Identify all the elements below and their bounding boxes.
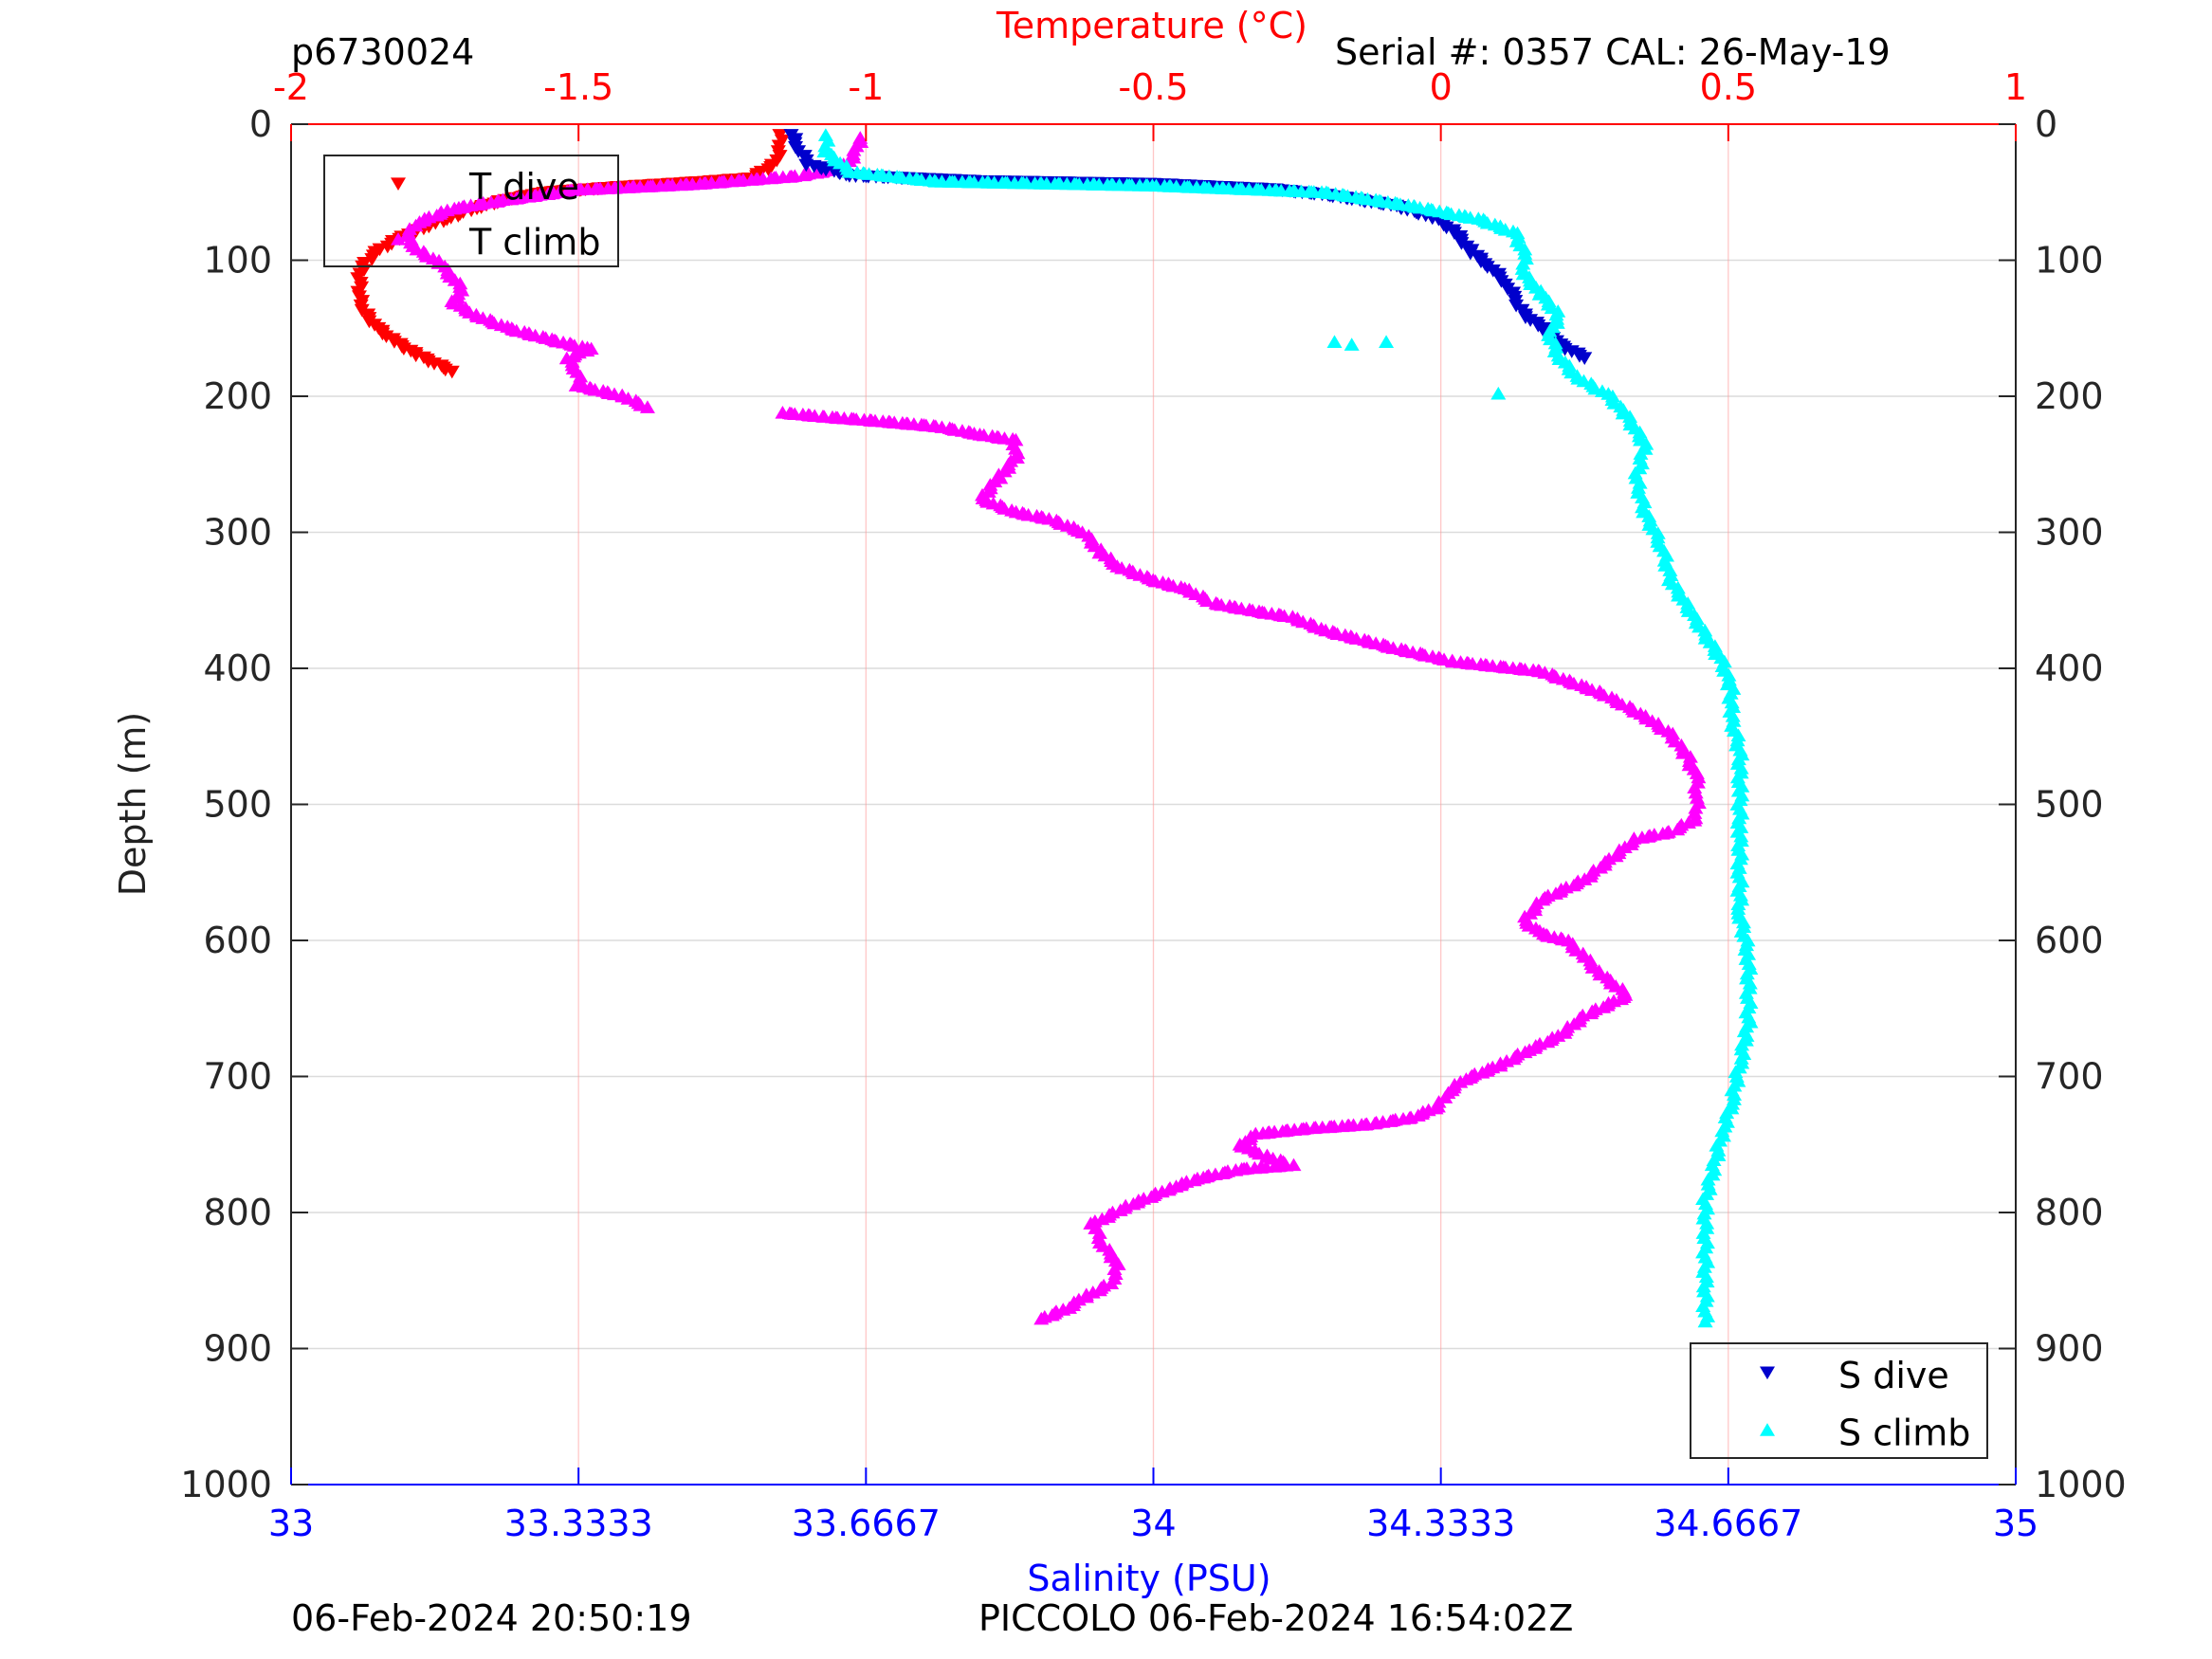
data-point bbox=[1670, 822, 1686, 836]
legend-box bbox=[1690, 1342, 1988, 1459]
temperature-tick-label: -1 bbox=[848, 66, 884, 108]
temperature-tick-label: 0.5 bbox=[1700, 66, 1757, 108]
depth-tick-label-left: 500 bbox=[203, 784, 272, 826]
data-point bbox=[1033, 1311, 1050, 1325]
data-point bbox=[795, 168, 812, 182]
data-point bbox=[817, 138, 833, 153]
temperature-tick-label: -0.5 bbox=[1118, 66, 1188, 108]
depth-tick-label-right: 700 bbox=[2035, 1056, 2104, 1098]
axis-layer: 0 0 100 100 200 200 300 300 400 400 500 500 600 600 70… bbox=[180, 66, 2126, 1544]
depth-tick-label-left: 700 bbox=[203, 1056, 272, 1098]
salinity-tick-label: 34.6667 bbox=[1654, 1503, 1802, 1544]
data-point bbox=[1688, 800, 1704, 814]
depth-tick-label-left: 300 bbox=[203, 512, 272, 554]
temperature-legend: T dive T climb bbox=[323, 155, 619, 267]
temperature-tick-label: 0 bbox=[1430, 66, 1453, 108]
legend-label: T climb bbox=[468, 221, 600, 263]
series-t-climb bbox=[398, 131, 869, 413]
depth-tick-label-right: 100 bbox=[2035, 240, 2104, 282]
legend-box bbox=[323, 155, 619, 267]
footer-timestamp: 06-Feb-2024 20:50:19 bbox=[291, 1597, 692, 1639]
depth-tick-label-left: 600 bbox=[203, 920, 272, 961]
data-point bbox=[1577, 352, 1593, 366]
profile-id-label: p6730024 bbox=[291, 31, 474, 73]
data-point bbox=[639, 400, 655, 413]
depth-tick-label-right: 900 bbox=[2035, 1328, 2104, 1370]
data-point bbox=[1446, 227, 1462, 240]
depth-tick-label-left: 200 bbox=[203, 375, 272, 417]
salinity-tick-label: 34.3333 bbox=[1366, 1503, 1515, 1544]
temperature-tick-label: 1 bbox=[2004, 66, 2027, 108]
data-layer bbox=[350, 128, 1759, 1328]
footer-platform: PICCOLO 06-Feb-2024 16:54:02Z bbox=[978, 1597, 1573, 1639]
temperature-tick-label: -2 bbox=[273, 66, 309, 108]
top-axis-title: Temperature (°C) bbox=[996, 5, 1307, 46]
depth-tick-label-left: 100 bbox=[203, 240, 272, 282]
depth-tick-label-right: 0 bbox=[2035, 103, 2057, 145]
data-point bbox=[1687, 806, 1703, 819]
temperature-tick-label: -1.5 bbox=[543, 66, 613, 108]
salinity-tick-label: 35 bbox=[1993, 1503, 2038, 1544]
data-point bbox=[1379, 335, 1395, 348]
depth-tick-label-right: 400 bbox=[2035, 647, 2104, 689]
data-point bbox=[1344, 337, 1360, 351]
salinity-tick-label: 33.6667 bbox=[792, 1503, 941, 1544]
data-point bbox=[1697, 1314, 1713, 1328]
grid-layer bbox=[290, 123, 2017, 1486]
depth-tick-label-left: 0 bbox=[249, 103, 272, 145]
legend-label: S dive bbox=[1838, 1355, 1949, 1396]
legend-marker bbox=[391, 177, 406, 191]
data-point bbox=[1583, 1006, 1600, 1020]
depth-tick-label-left: 900 bbox=[203, 1328, 272, 1370]
legend-marker bbox=[1760, 1423, 1775, 1436]
depth-tick-label-right: 500 bbox=[2035, 784, 2104, 826]
legend-marker bbox=[1760, 1366, 1775, 1380]
y-axis-title: Depth (m) bbox=[112, 712, 154, 897]
depth-tick-label-right: 800 bbox=[2035, 1192, 2104, 1233]
legend-layer: T dive T climb S dive S climb bbox=[323, 155, 1988, 1459]
depth-tick-label-left: 800 bbox=[203, 1192, 272, 1233]
depth-tick-label-left: 1000 bbox=[180, 1464, 272, 1505]
serial-cal-label: Serial #: 0357 CAL: 26-May-19 bbox=[1335, 31, 1891, 73]
legend-label: T dive bbox=[468, 166, 579, 208]
series-s-climb-sparse bbox=[1326, 335, 1507, 400]
salinity-tick-label: 33 bbox=[268, 1503, 314, 1544]
depth-tick-label-right: 1000 bbox=[2035, 1464, 2127, 1505]
salinity-tick-label: 33.3333 bbox=[504, 1503, 653, 1544]
salinity-legend: S dive S climb bbox=[1690, 1342, 1988, 1459]
depth-tick-label-right: 200 bbox=[2035, 375, 2104, 417]
legend-marker bbox=[391, 232, 406, 246]
depth-tick-label-right: 600 bbox=[2035, 920, 2104, 961]
bottom-axis-title: Salinity (PSU) bbox=[1027, 1558, 1271, 1599]
data-point bbox=[444, 365, 460, 379]
data-point bbox=[1514, 262, 1530, 275]
data-point bbox=[1326, 335, 1343, 348]
data-point bbox=[364, 253, 380, 266]
series-s-climb bbox=[816, 128, 1759, 1328]
data-point bbox=[1674, 746, 1691, 759]
depth-tick-label-right: 300 bbox=[2035, 512, 2104, 554]
series-salinity-colored-climb-magenta- bbox=[775, 406, 1707, 1325]
salinity-tick-label: 34 bbox=[1130, 1503, 1176, 1544]
data-point bbox=[1490, 386, 1507, 400]
legend-label: S climb bbox=[1838, 1412, 1970, 1453]
series-s-dive bbox=[783, 129, 1593, 366]
depth-tick-label-left: 400 bbox=[203, 647, 272, 689]
data-point bbox=[1199, 593, 1216, 608]
